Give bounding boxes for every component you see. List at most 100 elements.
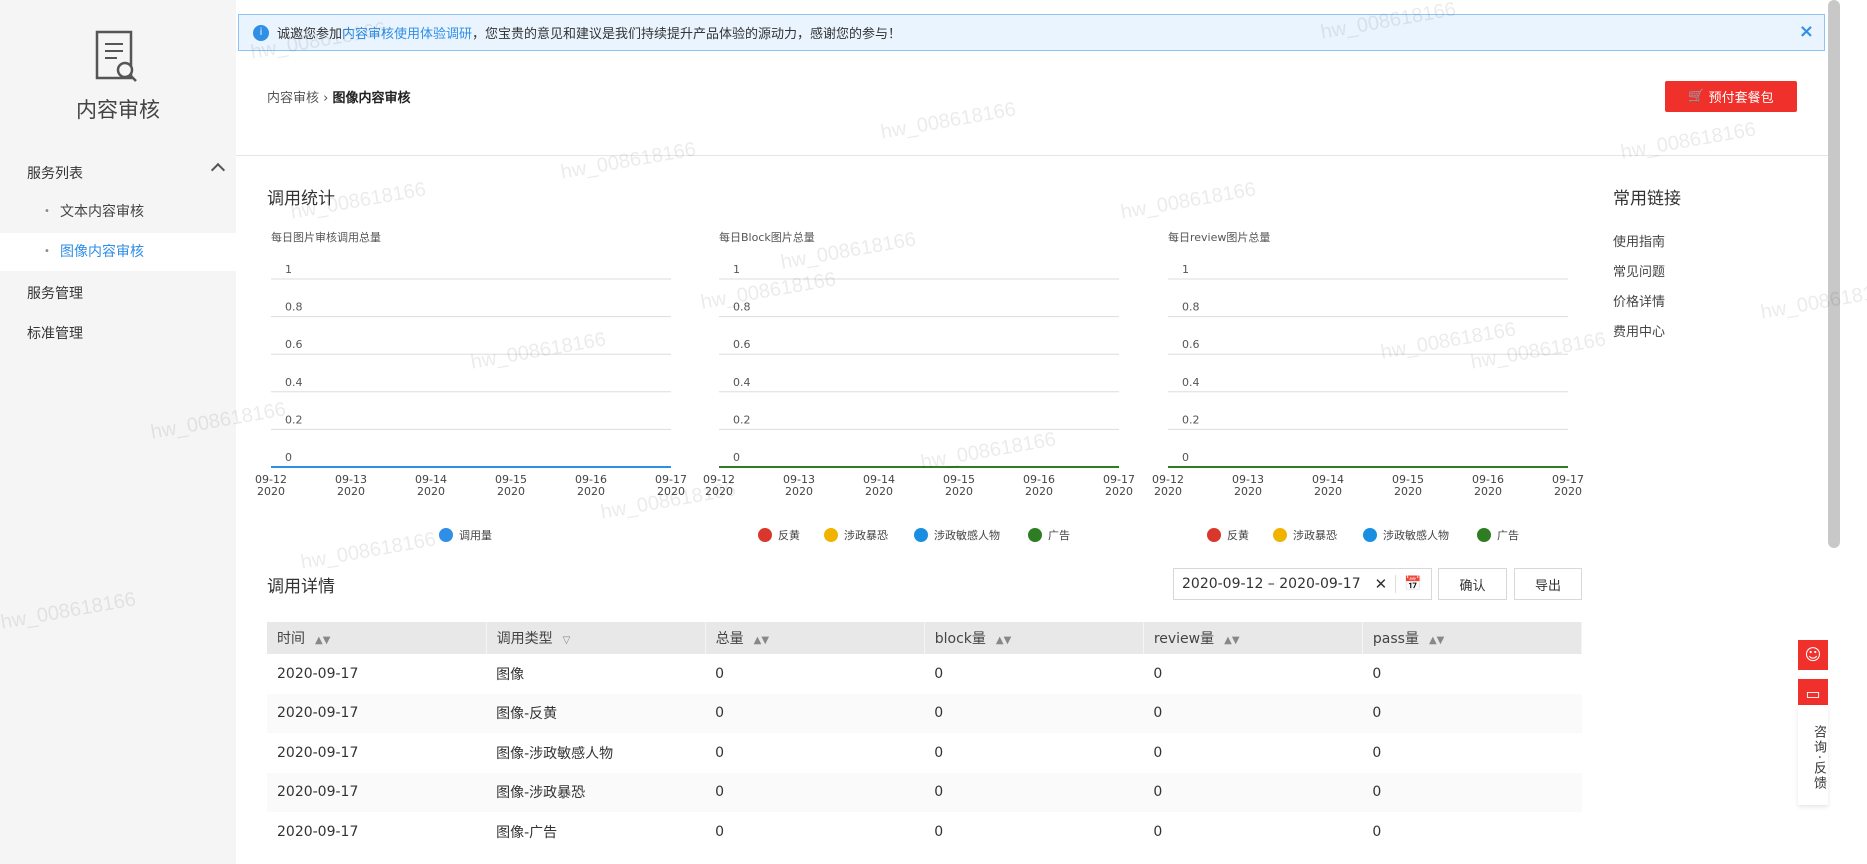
legend-item[interactable]: 涉政敏感人物 [1363,528,1449,542]
survey-banner: i 诚邀您参加 内容审核使用体验调研 ，您宝贵的意见和建议是我们持续提升产品体验… [238,14,1825,51]
column-header[interactable]: pass量 ▲▼ [1362,622,1583,654]
table-cell: 0 [924,693,1144,733]
legend-label: 涉政敏感人物 [934,528,1000,542]
legend-item[interactable]: 广告 [1028,528,1070,542]
chart-daily-review: 每日review图片总量 1 0.8 0.6 0.4 0.2 0 09-12 2020 09-13… [1152,228,1584,542]
scrollbar[interactable] [1828,0,1840,548]
document-search-icon [95,30,137,82]
table-cell: 图像-反黄 [486,693,706,733]
legend-item[interactable]: 涉政暴恐 [824,528,888,542]
legend-item[interactable]: 反黄 [758,528,800,542]
sort-icon[interactable]: ▲▼ [1224,635,1240,646]
table-cell: 0 [1143,772,1363,812]
table-cell: 2020-09-17 [267,693,487,733]
link-faq[interactable]: 常见问题 [1613,265,1666,280]
consult-feedback[interactable]: 咨询·反馈 [1798,705,1828,805]
y-tick-label: 0.4 [1182,376,1200,389]
sidebar-item-text-review[interactable]: 文本内容审核 [0,193,236,231]
table-cell: 0 [715,744,725,761]
x-tick-label: 09-13 2020 [1232,473,1264,498]
table-cell: 2020-09-17 [267,772,487,812]
legend-marker [758,528,772,542]
sidebar-item-service-management[interactable]: 服务管理 [27,286,83,302]
sort-icon[interactable]: ▲▼ [995,635,1012,646]
filter-icon[interactable]: ▽ [562,635,571,646]
column-header[interactable]: block量 ▲▼ [924,622,1144,654]
legend-item[interactable]: 涉政暴恐 [1273,528,1337,542]
sidebar-item-image-review[interactable]: 图像内容审核 [0,233,236,271]
table-cell: 0 [1143,693,1363,733]
chart-daily-total: 每日图片审核调用总量 1 0.8 0.6 0.4 0.2 0 09-12 2020 09-13 20… [255,228,687,542]
x-tick-label: 09-12 2020 [1152,473,1184,498]
table-row: 2020-09-17 图像-广告 0 0 0 0 [267,812,1582,852]
sort-icon[interactable]: ▲▼ [1428,635,1445,646]
table-cell: 0 [715,665,725,682]
common-links: 常用链接 使用指南 常见问题 价格详情 费用中心 [1613,184,1681,351]
sort-icon[interactable]: ▲▼ [315,635,331,646]
x-tick-label: 09-17 2020 [1103,473,1135,498]
column-header[interactable]: 总量 ▲▼ [705,622,925,654]
legend-label: 涉政暴恐 [1293,528,1337,542]
info-icon: i [253,24,269,41]
link-pricing[interactable]: 价格详情 [1613,295,1666,310]
survey-link[interactable]: 内容审核使用体验调研 [342,27,473,42]
buy-package-button[interactable]: 🛒 预付套餐包 [1665,81,1797,112]
column-header[interactable]: review量 ▲▼ [1143,622,1363,654]
column-label: 调用类型 [496,631,553,647]
x-tick-label: 09-14 2020 [1312,473,1344,498]
stats-title: 调用统计 [267,189,335,209]
chart-title: 每日review图片总量 [1168,230,1270,244]
chat-icon[interactable]: ▭ [1798,679,1828,709]
legend-label: 调用量 [459,529,492,542]
table-cell: 0 [1153,823,1163,840]
legend-item[interactable]: 涉政敏感人物 [914,528,1000,542]
legend-marker [1273,528,1287,542]
confirm-button[interactable]: 确认 [1438,568,1507,600]
table-cell: 0 [1372,665,1382,682]
chevron-up-icon[interactable] [210,162,226,178]
link-guide[interactable]: 使用指南 [1613,235,1666,250]
y-tick-label: 0.2 [1182,413,1200,426]
date-range-picker[interactable]: 2020-09-12 – 2020-09-17 ✕ 📅 [1173,568,1432,600]
table-cell: 2020-09-17 [277,665,359,682]
breadcrumb-parent[interactable]: 内容审核 [267,91,320,106]
y-tick-label: 0.4 [285,376,303,389]
links-title: 常用链接 [1613,189,1681,209]
column-header[interactable]: 调用类型 ▽ [486,622,706,654]
export-button[interactable]: 导出 [1514,568,1582,600]
smiley-icon[interactable]: ☺ [1798,640,1828,670]
table-cell: 图像-广告 [496,824,558,841]
sidebar-section-service-list[interactable]: 服务列表 [27,166,83,182]
table-cell: 2020-09-17 [277,823,359,840]
legend-marker [1028,528,1042,542]
column-label: review量 [1153,631,1215,647]
calendar-icon[interactable]: 📅 [1404,576,1422,592]
legend-item[interactable]: 广告 [1477,528,1519,542]
column-label: pass量 [1372,631,1419,647]
table-cell: 0 [1372,744,1382,761]
link-billing[interactable]: 费用中心 [1613,325,1666,340]
y-tick-label: 0.8 [733,301,751,314]
legend-item[interactable]: 调用量 [439,528,492,542]
x-tick-label: 09-12 2020 [255,473,287,498]
cart-icon: 🛒 [1688,89,1705,104]
clear-icon[interactable]: ✕ [1374,575,1388,593]
x-tick-label: 09-14 2020 [415,473,447,498]
close-icon[interactable]: × [1798,21,1814,42]
table-row: 2020-09-17 图像 0 0 0 0 [267,654,1582,694]
column-header[interactable]: 时间 ▲▼ [267,622,487,654]
watermark: hw_008618166 [559,138,698,184]
legend-item[interactable]: 反黄 [1207,528,1249,542]
sort-icon[interactable]: ▲▼ [753,635,770,646]
x-tick-label: 09-15 2020 [1392,473,1424,498]
y-tick-label: 0.6 [285,338,303,351]
chart-title: 每日Block图片总量 [719,230,815,244]
chart-daily-block: 每日Block图片总量 1 0.8 0.6 0.4 0.2 0 09-12 2020 09-13 2… [703,228,1135,542]
date-range-value: 2020-09-12 – 2020-09-17 [1182,576,1361,592]
breadcrumb-current: 图像内容审核 [332,91,411,106]
table-cell: 0 [715,823,725,840]
banner-prefix: 诚邀您参加 [277,27,343,42]
sidebar-item-standard-management[interactable]: 标准管理 [27,326,83,342]
table-row: 2020-09-17 图像-涉政敏感人物 0 0 0 0 [267,733,1582,773]
table-cell: 2020-09-17 [277,744,359,761]
